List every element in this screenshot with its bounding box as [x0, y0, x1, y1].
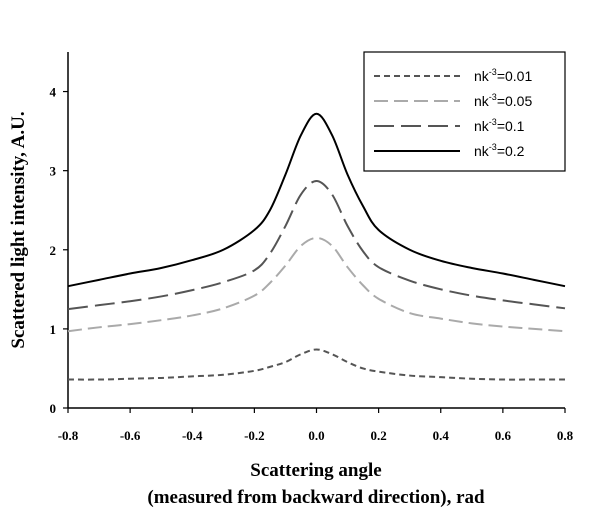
legend-label-exponent: -3	[489, 92, 497, 102]
x-axis-title-line1: Scattering angle	[250, 460, 381, 481]
series-line-2	[67, 236, 566, 333]
x-tick-label: -0.6	[120, 428, 141, 443]
legend-label-2: nk-3=0.05	[474, 92, 532, 109]
x-tick-label: -0.2	[244, 428, 265, 443]
legend-label-base: nk	[474, 118, 490, 134]
x-tick-label: 0.8	[557, 428, 574, 443]
y-tick-label: 4	[50, 85, 57, 100]
series-line-3	[67, 179, 566, 311]
legend-label-base: nk	[474, 68, 490, 84]
series-line-1	[67, 348, 565, 381]
legend-label-value: =0.01	[497, 68, 533, 84]
legend-box	[363, 51, 566, 172]
y-tick-label: 1	[50, 322, 57, 337]
legend-label-value: =0.2	[497, 143, 525, 159]
series-line-4	[67, 112, 566, 288]
x-tick-label: -0.8	[58, 428, 79, 443]
legend-label-3: nk-3=0.1	[474, 117, 525, 134]
legend-label-exponent: -3	[489, 67, 497, 77]
axis-titles: Scattering angle (measured from backward…	[8, 111, 485, 508]
x-tick-label: 0.6	[495, 428, 512, 443]
legend-label-exponent: -3	[489, 117, 497, 127]
legend-label-base: nk	[474, 143, 490, 159]
x-axis-title-line2: (measured from backward direction), rad	[147, 487, 485, 508]
y-tick-label: 3	[50, 164, 57, 179]
x-tick-label: 0.0	[308, 428, 324, 443]
legend-label-value: =0.1	[497, 118, 525, 134]
series-layer	[67, 112, 566, 381]
x-tick-label: 0.4	[433, 428, 450, 443]
legend-label-exponent: -3	[489, 142, 497, 152]
y-tick-label: 0	[50, 401, 57, 416]
y-tick-label: 2	[50, 243, 57, 258]
y-axis-title: Scattered light intensity, A.U.	[8, 111, 29, 348]
axis-ticks: -0.8 -0.6 -0.4 -0.2 0.0 0.2 0.4 0.6 0.8 0 1 2 3 4	[50, 85, 574, 443]
legend-label-4: nk-3=0.2	[474, 142, 525, 159]
legend-label-value: =0.05	[497, 93, 533, 109]
legend-label-base: nk	[474, 93, 490, 109]
legend-label-1: nk-3=0.01	[474, 67, 532, 84]
x-tick-label: -0.4	[182, 428, 203, 443]
x-tick-label: 0.2	[371, 428, 387, 443]
